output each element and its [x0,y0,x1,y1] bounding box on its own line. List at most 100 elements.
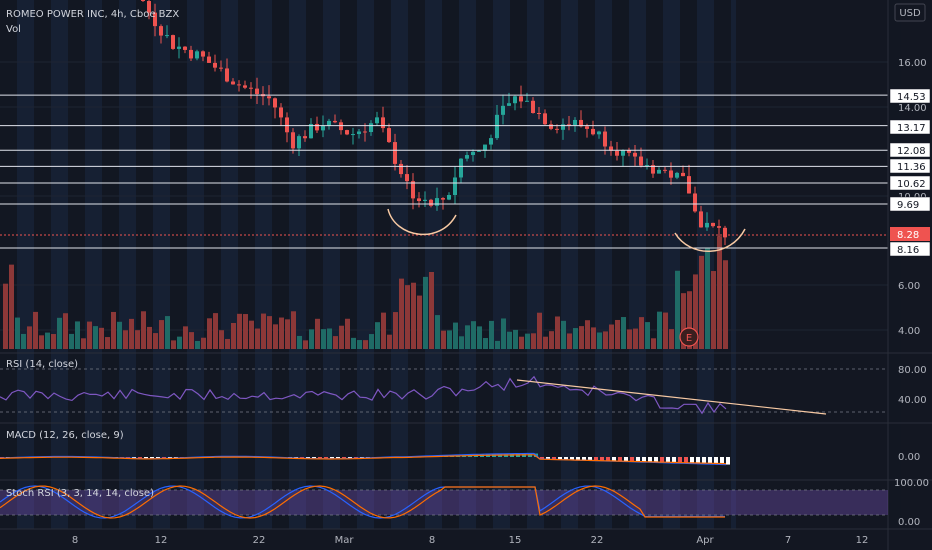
candle-body [441,198,445,200]
time-axis[interactable]: 8 12 22 Mar 8 15 22 Apr 7 12 [72,535,869,546]
volume-bar [585,320,590,349]
candle-body [285,117,289,133]
candle-body [561,124,565,130]
volume-bar [387,334,392,349]
volume-bar [453,322,458,349]
candle-body [339,122,343,131]
curve-annotation-left[interactable] [387,208,457,236]
candle-body [717,226,721,228]
volume-bar [435,315,440,349]
volume-bar [477,326,482,349]
volume-bar [33,311,38,349]
candle-body [249,87,253,89]
macd-histogram-bar [348,457,352,459]
candle-body [393,142,397,164]
volume-bar [507,331,512,349]
volume-bar [567,333,572,349]
session-band [289,0,306,529]
volume-bar [345,318,350,349]
rsi-pane[interactable]: RSI (14, close) [0,359,888,415]
macd-histogram-bar [708,457,712,465]
macd-histogram-bar [138,457,142,459]
volume-bar [63,313,68,349]
macd-histogram-bar [726,457,730,465]
session-band [187,0,204,529]
macd-histogram-bar [150,457,154,459]
candle-body [597,131,601,135]
session-band [476,0,493,529]
candle-body [267,96,271,99]
session-band [323,0,340,529]
session-band [357,0,374,529]
volume-series [3,236,728,349]
volume-bar [501,318,506,349]
volume-bar [189,332,194,349]
session-band [340,0,357,529]
volume-bar [219,330,224,349]
macd-title: MACD (12, 26, close, 9) [6,430,124,441]
candle-body [405,174,409,182]
rsi-trendline[interactable] [516,379,827,415]
symbol-title[interactable]: ROMEO POWER INC, 4h, Cboe BZX [6,9,179,20]
earnings-badge-icon[interactable]: E [679,327,699,347]
candle-body [705,222,709,228]
candle-body [693,193,697,212]
curve-annotation-right[interactable] [674,228,746,252]
volume-bar [75,321,80,349]
candle-body [471,151,475,156]
candle-body [309,123,313,139]
volume-bar [603,331,608,349]
volume-bar [675,270,680,349]
macd-histogram-bar [594,457,598,461]
session-band [714,0,731,529]
macd-histogram-bar [690,457,694,464]
volume-bar [81,338,86,349]
candlestick-series[interactable] [3,0,727,245]
macd-pane[interactable]: MACD (12, 26, close, 9) [0,430,730,466]
volume-bar [513,329,518,349]
currency-button[interactable]: USD [894,3,926,22]
stoch-k-line [0,485,725,519]
volume-bar [489,320,494,349]
macd-histogram-bar [606,457,610,461]
macd-histogram-bar [546,457,550,460]
macd-histogram-bar [558,457,562,460]
volume-bar [651,338,656,349]
volume-bar [171,340,176,349]
candle-body [225,68,229,82]
horizontal-levels[interactable] [0,94,888,249]
stoch-d-line [0,485,725,519]
candle-body [675,172,679,178]
stoch-rsi-pane[interactable]: Stoch RSI (3, 3, 14, 14, close) [0,485,888,519]
session-band [663,0,680,529]
candle-body [231,81,235,85]
candle-body [171,35,175,49]
volume-bar [153,333,158,349]
session-band [255,0,272,529]
macd-histogram-bar [588,457,592,461]
candle-body [669,170,673,178]
candle-body [543,113,547,125]
candle-body [501,105,505,115]
candle-body [369,123,373,133]
candle-body [489,138,493,145]
volume-bar [303,340,308,349]
session-band [408,0,425,529]
macd-histogram-bar [342,457,346,459]
candle-body [663,169,667,171]
candle-body [567,124,571,126]
session-band [17,0,34,529]
volume-bar [87,321,92,349]
session-band [238,0,255,529]
volume-bar [21,333,26,349]
macd-histogram-bar [678,457,682,464]
volume-bar [537,312,542,349]
time-label: Mar [335,535,355,546]
volume-bar [411,282,416,349]
macd-histogram-bar [552,457,556,460]
session-band [136,0,153,529]
macd-histogram-bar [660,457,664,463]
volume-bar [57,317,62,349]
volume-bar [597,332,602,349]
